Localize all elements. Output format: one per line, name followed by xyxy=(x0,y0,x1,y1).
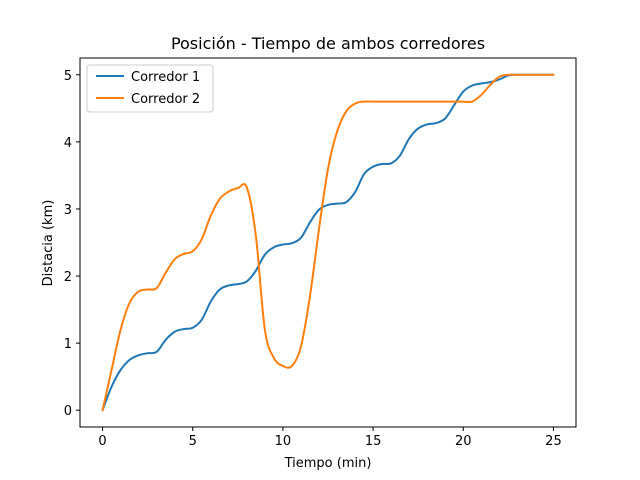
y-tick-label: 2 xyxy=(64,270,72,285)
chart-title: Posición - Tiempo de ambos corredores xyxy=(171,34,485,53)
y-tick-label: 5 xyxy=(64,69,72,84)
y-axis-label: Distacia (km) xyxy=(41,200,56,287)
x-tick-label: 5 xyxy=(189,434,197,449)
series-layer xyxy=(101,73,555,412)
y-tick-label: 0 xyxy=(64,404,72,419)
series-line-1 xyxy=(101,73,555,412)
legend-label-corredor-2: Corredor 2 xyxy=(131,92,200,107)
y-tick-label: 1 xyxy=(64,337,72,352)
legend: Corredor 1 Corredor 2 xyxy=(86,64,214,113)
x-tick-label: 25 xyxy=(545,434,562,449)
x-axis-label: Tiempo (min) xyxy=(284,456,372,471)
y-tick-label: 3 xyxy=(64,203,72,218)
y-axis-ticks: 0 1 2 3 4 5 xyxy=(64,69,80,419)
x-axis-ticks: 0 5 10 15 20 25 xyxy=(98,427,562,449)
x-tick-label: 0 xyxy=(98,434,106,449)
plot-frame xyxy=(79,57,577,428)
y-tick-label: 4 xyxy=(64,136,72,151)
x-tick-label: 20 xyxy=(455,434,472,449)
series-line-2 xyxy=(101,73,555,412)
x-tick-label: 10 xyxy=(275,434,292,449)
x-tick-label: 15 xyxy=(365,434,382,449)
legend-label-corredor-1: Corredor 1 xyxy=(131,70,200,85)
plot-area xyxy=(80,58,576,427)
